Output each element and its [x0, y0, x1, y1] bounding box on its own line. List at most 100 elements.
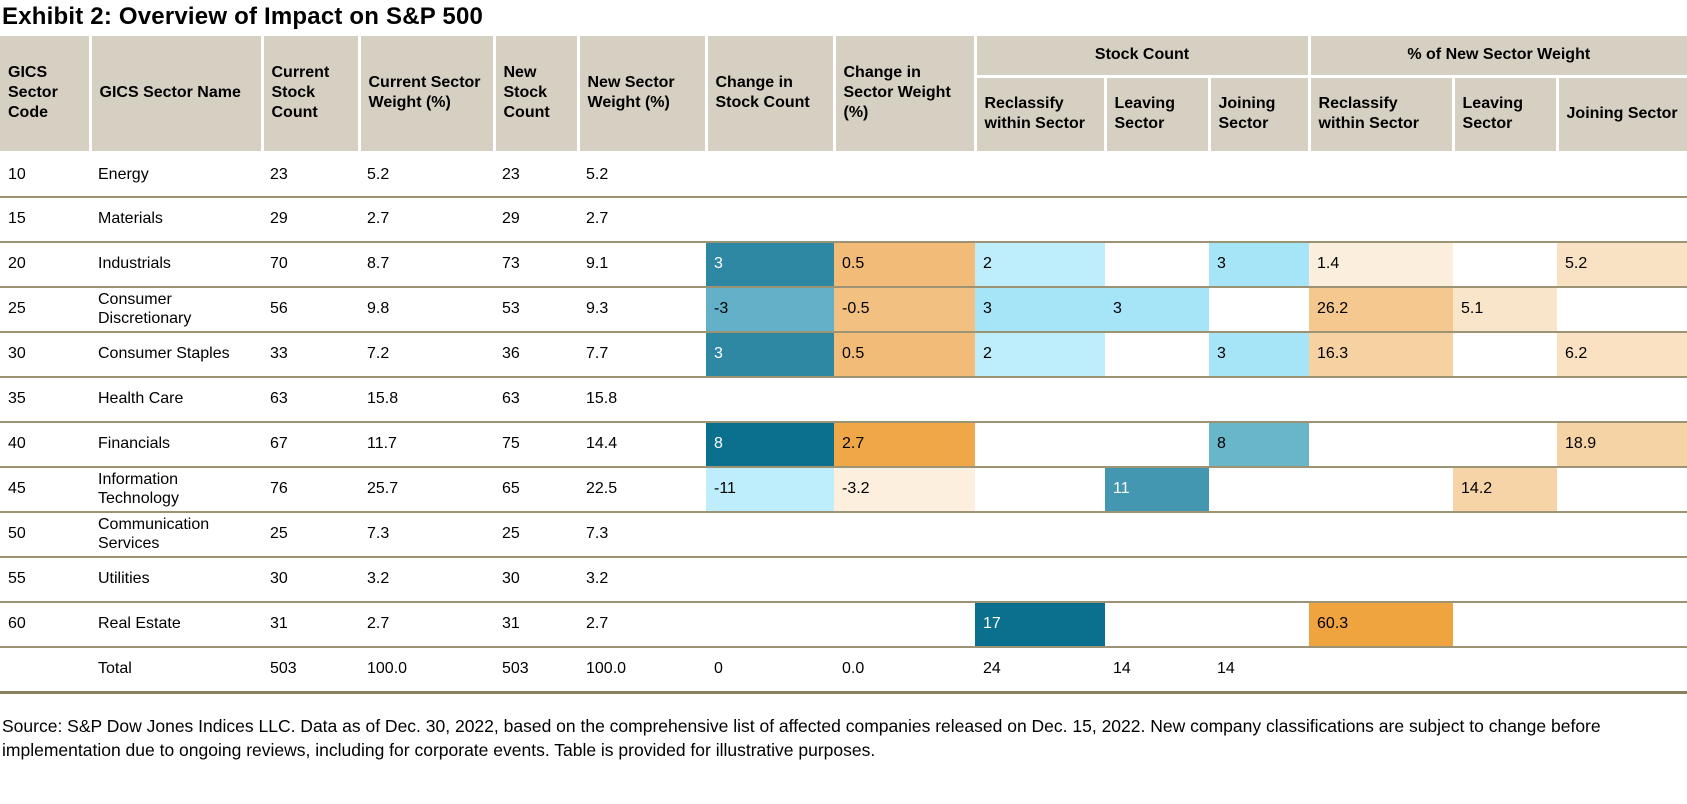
cell-change-stock-count — [706, 512, 834, 558]
cell-gics-name: Health Care — [90, 377, 262, 423]
cell-gics-name: Financials — [90, 422, 262, 468]
col-header-pw-leaving-sector: Leaving Sector — [1451, 74, 1559, 154]
cell-pw-reclassify — [1309, 377, 1454, 423]
cell-pw-leaving — [1453, 332, 1558, 378]
cell-change-stock-count: -11 — [706, 467, 834, 513]
cell-gics-code: 40 — [0, 422, 90, 468]
table-row: 30 Consumer Staples 33 7.2 36 7.7 3 0.5 2 3 16.3 6.… — [0, 332, 1687, 378]
cell-new-stock-count: 30 — [494, 557, 578, 603]
cell-change-sector-weight: 0.5 — [834, 242, 975, 288]
cell-sc-leaving — [1105, 332, 1209, 378]
cell-new-stock-count: 29 — [494, 197, 578, 243]
cell-sc-joining — [1209, 152, 1310, 198]
cell-sc-leaving: 11 — [1105, 467, 1209, 513]
cell-new-sector-weight: 7.3 — [578, 512, 706, 558]
report-page: Exhibit 2: Overview of Impact on S&P 500… — [0, 3, 1687, 763]
table-row: 60 Real Estate 31 2.7 31 2.7 17 60.3 — [0, 602, 1687, 648]
cell-sc-joining — [1209, 512, 1310, 558]
cell-pw-leaving — [1453, 647, 1558, 694]
cell-current-stock-count: 33 — [262, 332, 359, 378]
cell-current-stock-count: 76 — [262, 467, 359, 513]
cell-change-sector-weight — [834, 152, 975, 198]
cell-sc-joining — [1209, 287, 1310, 333]
cell-new-sector-weight: 3.2 — [578, 557, 706, 603]
cell-change-stock-count: 0 — [706, 647, 834, 694]
cell-sc-reclassify — [975, 467, 1105, 513]
source-note: Source: S&P Dow Jones Indices LLC. Data … — [2, 715, 1601, 761]
table-header: GICS Sector Code GICS Sector Name Curren… — [0, 36, 1687, 154]
cell-pw-reclassify — [1309, 557, 1454, 603]
cell-gics-code: 50 — [0, 512, 90, 558]
table-body: 10 Energy 23 5.2 23 5.2 15 Materials 29 2.7 29 2.7 2… — [0, 152, 1687, 694]
cell-pw-leaving — [1453, 512, 1558, 558]
cell-change-sector-weight: 2.7 — [834, 422, 975, 468]
cell-current-stock-count: 23 — [262, 152, 359, 198]
table-row: 45 Information Technology 76 25.7 65 22.5 -11-… — [0, 467, 1687, 513]
cell-current-stock-count: 31 — [262, 602, 359, 648]
cell-change-stock-count: 8 — [706, 422, 834, 468]
cell-gics-code: 60 — [0, 602, 90, 648]
cell-gics-name: Communication Services — [90, 512, 262, 558]
col-header-gics-name: GICS Sector Name — [88, 36, 264, 154]
table-row: 25 Consumer Discretionary 56 9.8 53 9.3 -3 -0.5… — [0, 287, 1687, 333]
cell-new-stock-count: 36 — [494, 332, 578, 378]
cell-sc-reclassify: 3 — [975, 287, 1105, 333]
cell-gics-name: Consumer Discretionary — [90, 287, 262, 333]
col-header-sc-leaving-sector: Leaving Sector — [1103, 74, 1211, 154]
cell-pw-reclassify — [1309, 422, 1454, 468]
cell-current-stock-count: 63 — [262, 377, 359, 423]
cell-pw-reclassify — [1309, 152, 1454, 198]
col-header-new-stock-count: New Stock Count — [492, 36, 580, 154]
col-header-current-sector-weight: Current Sector Weight (%) — [357, 36, 496, 154]
cell-sc-reclassify — [975, 557, 1105, 603]
cell-sc-leaving — [1105, 242, 1209, 288]
cell-current-stock-count: 67 — [262, 422, 359, 468]
cell-sc-joining: 8 — [1209, 422, 1310, 468]
cell-gics-code: 30 — [0, 332, 90, 378]
cell-sc-leaving — [1105, 197, 1209, 243]
cell-new-sector-weight: 15.8 — [578, 377, 706, 423]
cell-gics-name: Industrials — [90, 242, 262, 288]
cell-gics-name: Energy — [90, 152, 262, 198]
table-row: 55 Utilities 30 3.2 30 3.2 — [0, 557, 1687, 603]
cell-change-stock-count: -3 — [706, 287, 834, 333]
col-header-new-sector-weight: New Sector Weight (%) — [576, 36, 708, 154]
cell-pw-reclassify — [1309, 467, 1454, 513]
cell-new-sector-weight: 7.7 — [578, 332, 706, 378]
col-group-pct-new-sector-weight: % of New Sector Weight — [1307, 36, 1687, 78]
cell-sc-joining — [1209, 602, 1310, 648]
cell-current-sector-weight: 2.7 — [359, 197, 494, 243]
cell-pw-leaving — [1453, 422, 1558, 468]
cell-sc-reclassify — [975, 152, 1105, 198]
table-row: 20 Industrials 70 8.7 73 9.1 3 0.5 2 3 1.4 5.2 — [0, 242, 1687, 288]
cell-new-stock-count: 63 — [494, 377, 578, 423]
cell-sc-joining — [1209, 377, 1310, 423]
cell-change-stock-count — [706, 377, 834, 423]
table-row: 40 Financials 67 11.7 75 14.4 8 2.7 8 18.9 — [0, 422, 1687, 468]
cell-change-sector-weight: 0.5 — [834, 332, 975, 378]
cell-sc-reclassify — [975, 377, 1105, 423]
table-row: 10 Energy 23 5.2 23 5.2 — [0, 152, 1687, 198]
cell-pw-joining — [1557, 287, 1687, 333]
cell-new-sector-weight: 9.1 — [578, 242, 706, 288]
cell-new-sector-weight: 22.5 — [578, 467, 706, 513]
cell-new-stock-count: 73 — [494, 242, 578, 288]
cell-new-stock-count: 75 — [494, 422, 578, 468]
col-header-gics-code: GICS Sector Code — [0, 36, 92, 154]
cell-current-sector-weight: 8.7 — [359, 242, 494, 288]
cell-pw-leaving — [1453, 602, 1558, 648]
cell-gics-code: 55 — [0, 557, 90, 603]
cell-pw-reclassify: 1.4 — [1309, 242, 1454, 288]
cell-change-sector-weight: -3.2 — [834, 467, 975, 513]
cell-pw-reclassify — [1309, 197, 1454, 243]
cell-sc-joining: 3 — [1209, 242, 1310, 288]
col-header-sc-joining-sector: Joining Sector — [1207, 74, 1311, 154]
cell-pw-joining — [1557, 467, 1687, 513]
cell-pw-reclassify: 26.2 — [1309, 287, 1454, 333]
cell-sc-joining — [1209, 557, 1310, 603]
cell-change-sector-weight — [834, 512, 975, 558]
cell-gics-code: 25 — [0, 287, 90, 333]
cell-change-sector-weight — [834, 377, 975, 423]
cell-current-sector-weight: 5.2 — [359, 152, 494, 198]
table-row: 15 Materials 29 2.7 29 2.7 — [0, 197, 1687, 243]
